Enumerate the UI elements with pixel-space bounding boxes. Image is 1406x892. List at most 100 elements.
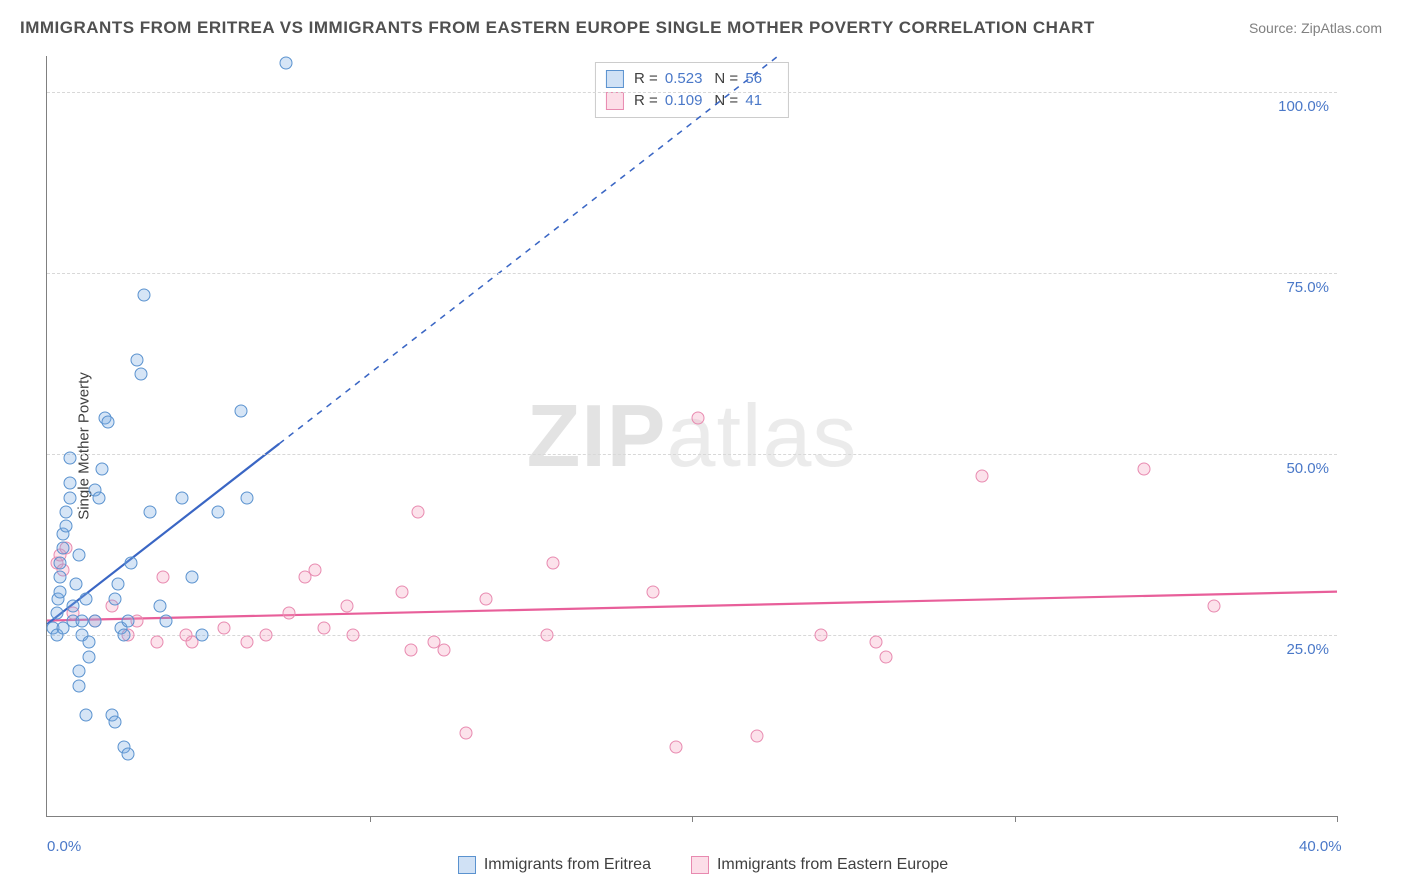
data-point-blue bbox=[144, 506, 157, 519]
plot-area: ZIPatlas R = 0.523N = 56 R = 0.109N = 41… bbox=[46, 56, 1337, 817]
data-point-pink bbox=[308, 563, 321, 576]
data-point-blue bbox=[76, 614, 89, 627]
data-point-pink bbox=[669, 741, 682, 754]
y-tick-label: 25.0% bbox=[1286, 641, 1329, 658]
data-point-blue bbox=[70, 578, 83, 591]
data-point-blue bbox=[137, 288, 150, 301]
data-point-blue bbox=[108, 592, 121, 605]
data-point-blue bbox=[102, 415, 115, 428]
data-point-blue bbox=[153, 600, 166, 613]
data-point-blue bbox=[211, 506, 224, 519]
data-point-pink bbox=[282, 607, 295, 620]
gridline bbox=[47, 635, 1337, 636]
data-point-blue bbox=[160, 614, 173, 627]
r-label: R = bbox=[634, 70, 658, 87]
y-tick-label: 50.0% bbox=[1286, 460, 1329, 477]
data-point-pink bbox=[750, 730, 763, 743]
data-point-blue bbox=[60, 506, 73, 519]
data-point-pink bbox=[340, 600, 353, 613]
data-point-blue bbox=[134, 368, 147, 381]
data-point-pink bbox=[540, 629, 553, 642]
n-label-2: N = bbox=[714, 92, 738, 109]
data-point-pink bbox=[460, 726, 473, 739]
data-point-blue bbox=[73, 549, 86, 562]
stats-legend: R = 0.523N = 56 R = 0.109N = 41 bbox=[595, 62, 789, 118]
data-point-pink bbox=[869, 636, 882, 649]
data-point-blue bbox=[82, 636, 95, 649]
data-point-pink bbox=[411, 506, 424, 519]
n-label: N = bbox=[714, 70, 738, 87]
legend-label-pink: Immigrants from Eastern Europe bbox=[717, 856, 948, 874]
data-point-pink bbox=[395, 585, 408, 598]
n-value-pink: 41 bbox=[745, 92, 762, 109]
x-tick-mark bbox=[370, 816, 371, 822]
data-point-blue bbox=[108, 715, 121, 728]
data-point-blue bbox=[57, 542, 70, 555]
data-point-pink bbox=[1208, 600, 1221, 613]
data-point-blue bbox=[63, 477, 76, 490]
data-point-blue bbox=[79, 708, 92, 721]
data-point-blue bbox=[79, 592, 92, 605]
data-point-blue bbox=[73, 665, 86, 678]
watermark-light: atlas bbox=[667, 386, 858, 485]
data-point-blue bbox=[131, 354, 144, 367]
data-point-pink bbox=[240, 636, 253, 649]
data-point-blue bbox=[176, 491, 189, 504]
x-tick-mark bbox=[1337, 816, 1338, 822]
data-point-pink bbox=[157, 571, 170, 584]
swatch-blue bbox=[606, 70, 624, 88]
legend-label-blue: Immigrants from Eritrea bbox=[484, 856, 651, 874]
chart-title: IMMIGRANTS FROM ERITREA VS IMMIGRANTS FR… bbox=[20, 18, 1095, 38]
data-point-pink bbox=[318, 621, 331, 634]
swatch-pink bbox=[606, 92, 624, 110]
data-point-blue bbox=[53, 585, 66, 598]
data-point-pink bbox=[260, 629, 273, 642]
gridline bbox=[47, 92, 1337, 93]
data-point-pink bbox=[347, 629, 360, 642]
data-point-pink bbox=[976, 469, 989, 482]
x-tick-label: 40.0% bbox=[1299, 838, 1342, 855]
data-point-blue bbox=[186, 571, 199, 584]
legend-item-blue: Immigrants from Eritrea bbox=[458, 856, 651, 874]
data-point-pink bbox=[437, 643, 450, 656]
data-point-blue bbox=[121, 748, 134, 761]
gridline bbox=[47, 454, 1337, 455]
watermark: ZIPatlas bbox=[527, 385, 858, 487]
data-point-pink bbox=[647, 585, 660, 598]
data-point-pink bbox=[1137, 462, 1150, 475]
data-point-blue bbox=[195, 629, 208, 642]
data-point-pink bbox=[150, 636, 163, 649]
data-point-blue bbox=[121, 614, 134, 627]
data-point-pink bbox=[405, 643, 418, 656]
data-point-blue bbox=[63, 491, 76, 504]
stats-row-pink: R = 0.109N = 41 bbox=[606, 90, 774, 112]
data-point-blue bbox=[234, 404, 247, 417]
series-legend: Immigrants from Eritrea Immigrants from … bbox=[0, 856, 1406, 874]
data-point-blue bbox=[63, 451, 76, 464]
data-point-blue bbox=[279, 57, 292, 70]
x-tick-mark bbox=[692, 816, 693, 822]
data-point-blue bbox=[92, 491, 105, 504]
y-tick-label: 75.0% bbox=[1286, 279, 1329, 296]
data-point-pink bbox=[479, 592, 492, 605]
n-value-blue: 56 bbox=[745, 70, 762, 87]
data-point-pink bbox=[879, 650, 892, 663]
regression-lines bbox=[47, 56, 1337, 816]
data-point-blue bbox=[95, 462, 108, 475]
gridline bbox=[47, 273, 1337, 274]
source-label: Source: ZipAtlas.com bbox=[1249, 20, 1382, 36]
data-point-pink bbox=[815, 629, 828, 642]
data-point-pink bbox=[218, 621, 231, 634]
data-point-blue bbox=[82, 650, 95, 663]
data-point-blue bbox=[57, 621, 70, 634]
data-point-pink bbox=[547, 556, 560, 569]
watermark-bold: ZIP bbox=[527, 386, 667, 485]
data-point-blue bbox=[118, 629, 131, 642]
x-tick-mark bbox=[1015, 816, 1016, 822]
data-point-blue bbox=[73, 679, 86, 692]
r-label-2: R = bbox=[634, 92, 658, 109]
data-point-blue bbox=[66, 600, 79, 613]
x-tick-label: 0.0% bbox=[47, 838, 81, 855]
stats-row-blue: R = 0.523N = 56 bbox=[606, 68, 774, 90]
data-point-pink bbox=[692, 411, 705, 424]
